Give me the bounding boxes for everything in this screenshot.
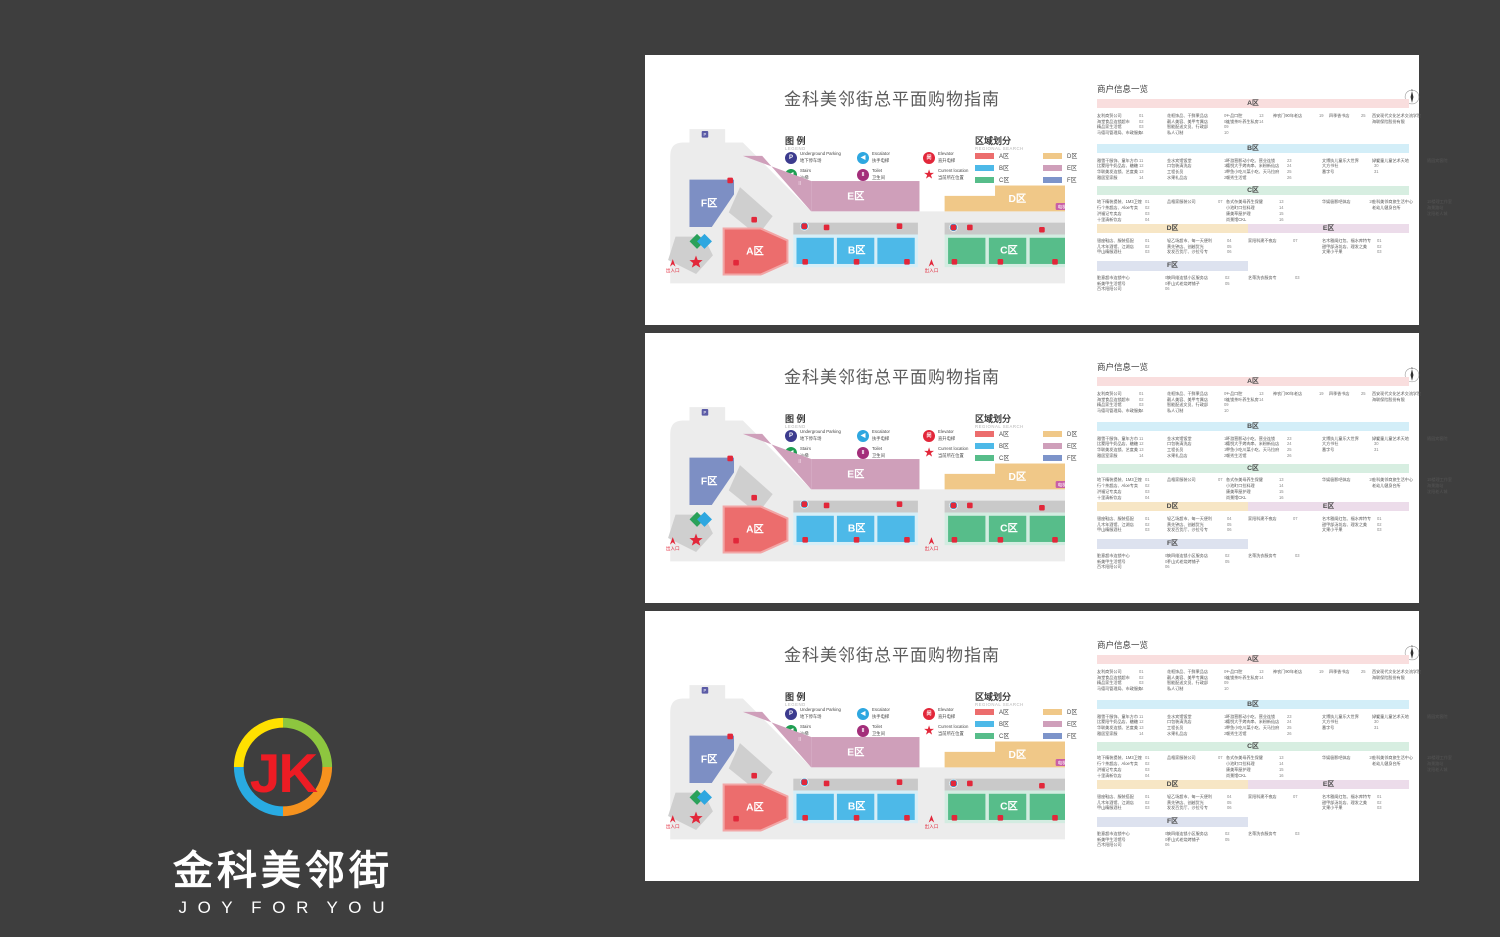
svg-text:B区: B区 [848,522,866,534]
svg-text:D区: D区 [1009,471,1027,483]
svg-text:D区: D区 [1009,749,1027,761]
svg-text:A区: A区 [746,523,764,535]
svg-text:II: II [798,181,802,187]
svg-text:出入口: 出入口 [924,267,938,274]
svg-text:D区: D区 [1009,193,1027,205]
svg-text:电梯A: 电梯A [1058,481,1065,488]
svg-text:出入口: 出入口 [924,823,938,830]
svg-text:电梯A: 电梯A [1058,203,1065,210]
svg-text:E区: E区 [847,468,864,480]
svg-text:II: II [798,459,802,465]
svg-text:出入口: 出入口 [666,823,680,830]
svg-text:电梯A: 电梯A [1058,759,1065,766]
svg-text:C区: C区 [1000,522,1018,534]
svg-text:F区: F区 [701,198,718,210]
svg-text:B区: B区 [848,800,866,812]
svg-text:C区: C区 [1000,800,1018,812]
svg-text:P: P [704,410,707,415]
svg-text:F区: F区 [701,754,718,766]
svg-text:JK: JK [250,742,319,804]
svg-text:出入口: 出入口 [924,545,938,552]
svg-text:F区: F区 [701,476,718,488]
svg-text:出入口: 出入口 [666,545,680,552]
svg-text:II: II [798,737,802,743]
svg-text:出入口: 出入口 [666,267,680,274]
svg-text:E区: E区 [847,190,864,202]
svg-text:P: P [704,132,707,137]
svg-text:A区: A区 [746,245,764,257]
svg-text:A区: A区 [746,801,764,813]
svg-text:P: P [704,688,707,693]
svg-text:E区: E区 [847,746,864,758]
svg-text:B区: B区 [848,244,866,256]
svg-text:C区: C区 [1000,244,1018,256]
